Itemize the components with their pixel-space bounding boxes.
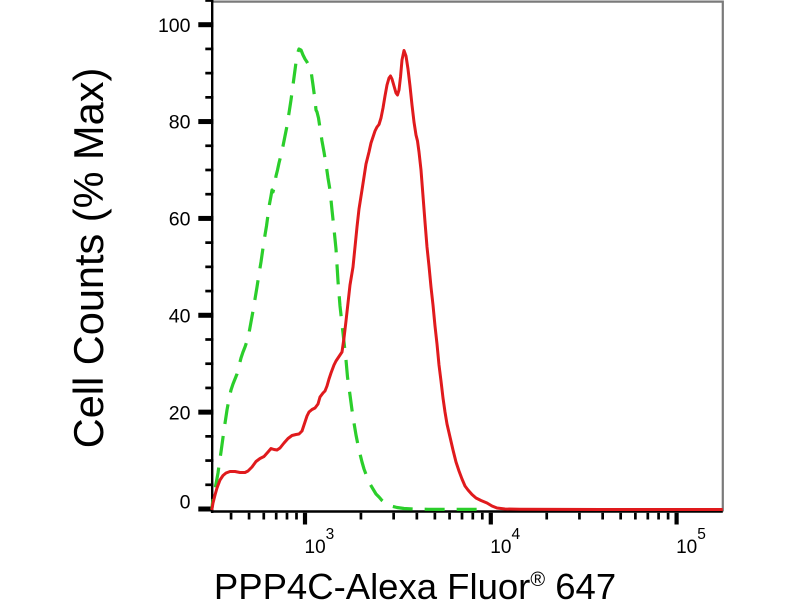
svg-text:80: 80 <box>169 112 191 134</box>
svg-text:0: 0 <box>180 492 191 514</box>
svg-text:PPP4C-Alexa Fluor® 647: PPP4C-Alexa Fluor® 647 <box>214 566 616 600</box>
svg-text:100: 100 <box>158 15 191 37</box>
svg-text:40: 40 <box>169 305 191 327</box>
svg-text:20: 20 <box>169 402 191 424</box>
svg-text:Cell Counts (% Max): Cell Counts (% Max) <box>65 68 112 449</box>
svg-text:60: 60 <box>169 209 191 231</box>
